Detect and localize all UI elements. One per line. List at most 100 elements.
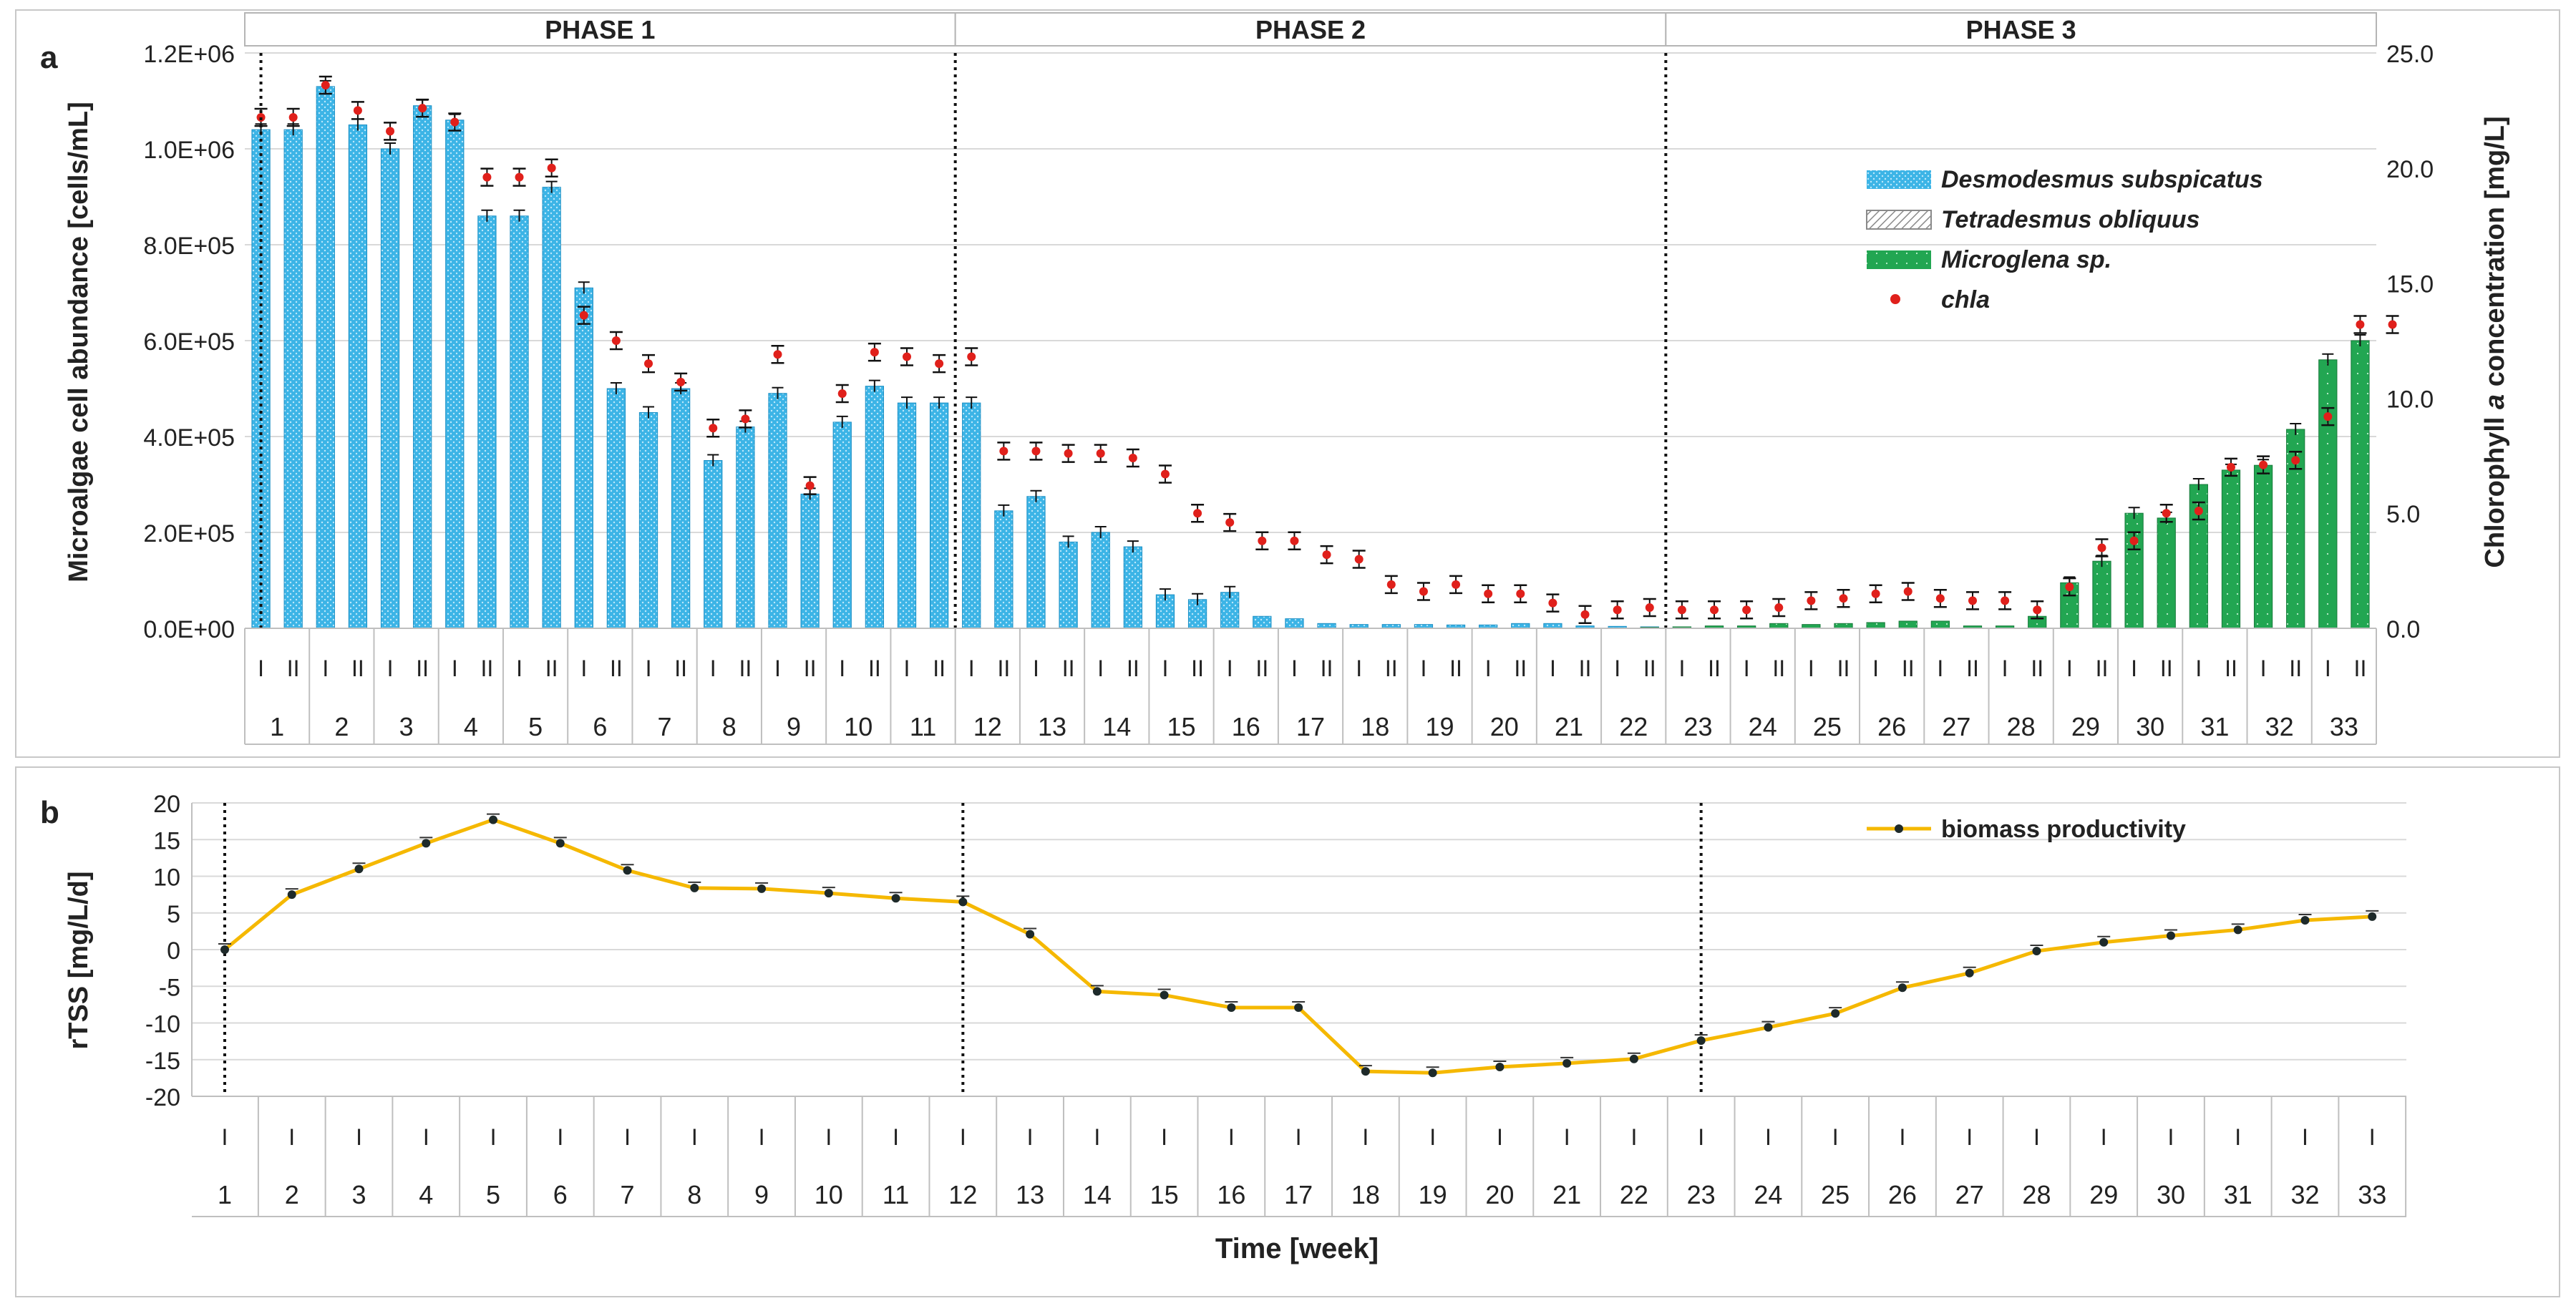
chla-point — [2291, 456, 2300, 465]
sub-label-II: II — [1385, 656, 1398, 681]
panel-b-series-line — [218, 813, 2379, 1078]
chla-point — [1484, 589, 1493, 598]
bar-desmodesmus — [994, 510, 1014, 629]
chla-point — [2162, 509, 2171, 518]
week-label-b: 9 — [754, 1180, 769, 1209]
week-label-b: 18 — [1351, 1180, 1380, 1209]
legend-swatch-1 — [1867, 170, 1931, 189]
sub-label-b: I — [893, 1124, 899, 1150]
chla-point — [1807, 596, 1816, 605]
week-label-b: 1 — [218, 1180, 232, 1209]
sub-label-b: I — [222, 1124, 228, 1150]
week-label-a: 23 — [1683, 712, 1712, 741]
chla-point — [644, 359, 653, 369]
bar-desmodesmus — [671, 388, 691, 629]
sub-label-II: II — [287, 656, 300, 681]
sub-label-II: II — [2225, 656, 2237, 681]
sub-label-I: I — [452, 656, 458, 681]
week-label-b: 31 — [2224, 1180, 2252, 1209]
sub-label-b: I — [1497, 1124, 1503, 1150]
chla-point — [999, 447, 1008, 456]
week-label-b: 6 — [553, 1180, 568, 1209]
chla-point — [2001, 596, 2010, 605]
bar-desmodesmus — [768, 393, 787, 629]
week-label-b: 28 — [2022, 1180, 2051, 1209]
y-tick-label-b: -5 — [159, 974, 180, 1001]
y-right-tick-label: 15.0 — [2386, 271, 2434, 298]
chla-point — [935, 359, 944, 369]
week-label-b: 10 — [815, 1180, 843, 1209]
chla-point — [1774, 603, 1784, 613]
sub-label-II: II — [416, 656, 429, 681]
sub-label-I: I — [2002, 656, 2008, 681]
chla-point — [1193, 509, 1202, 518]
sub-label-b: I — [356, 1124, 362, 1150]
y-right-tick-label: 10.0 — [2386, 386, 2434, 413]
week-label-a: 15 — [1167, 712, 1195, 741]
chla-point — [515, 172, 524, 182]
biomass-point — [2300, 916, 2310, 925]
biomass-point — [1092, 987, 1102, 996]
sub-label-I: I — [322, 656, 329, 681]
biomass-point — [220, 945, 229, 954]
biomass-point — [690, 883, 699, 892]
chla-point — [1322, 550, 1331, 560]
legend-swatch-2 — [1866, 210, 1932, 230]
week-label-a: 9 — [787, 712, 801, 741]
chla-point — [1935, 594, 1945, 603]
sub-label-b: I — [2168, 1124, 2174, 1150]
week-label-b: 4 — [419, 1180, 433, 1209]
sub-label-II: II — [1772, 656, 1785, 681]
chla-point — [450, 117, 460, 127]
sub-label-b: I — [1832, 1124, 1839, 1150]
sub-label-II: II — [804, 656, 817, 681]
week-label-b: 11 — [883, 1180, 909, 1209]
bar-desmodesmus — [832, 421, 852, 629]
chla-point — [837, 389, 847, 398]
bar-desmodesmus — [1543, 623, 1562, 629]
panel-a-phase-dividers — [259, 53, 1668, 628]
week-label-b: 17 — [1284, 1180, 1313, 1209]
sub-label-II: II — [481, 656, 494, 681]
sub-label-II: II — [1449, 656, 1462, 681]
week-label-a: 28 — [2007, 712, 2036, 741]
legend-swatch-marker — [1895, 824, 1903, 833]
chla-point — [1645, 603, 1654, 613]
chla-point — [418, 104, 427, 113]
sub-label-II: II — [1643, 656, 1656, 681]
sub-label-I: I — [646, 656, 652, 681]
sub-label-I: I — [1808, 656, 1814, 681]
chla-point — [1710, 605, 1719, 615]
week-label-a: 19 — [1425, 712, 1454, 741]
bar-desmodesmus — [1026, 496, 1046, 629]
sub-label-I: I — [1937, 656, 1943, 681]
y-left-tick-label: 2.0E+05 — [143, 520, 235, 547]
chla-point — [1548, 598, 1557, 608]
sub-label-I: I — [904, 656, 910, 681]
sub-label-II: II — [997, 656, 1010, 681]
bar-desmodesmus — [542, 187, 561, 629]
sub-label-II: II — [1837, 656, 1850, 681]
biomass-point — [1831, 1009, 1840, 1018]
sub-label-I: I — [1678, 656, 1685, 681]
biomass-point — [1160, 990, 1169, 1000]
chla-point — [676, 377, 686, 386]
bar-microglena — [2318, 359, 2338, 629]
y-right-tick-label: 25.0 — [2386, 41, 2434, 68]
sub-label-I: I — [1550, 656, 1556, 681]
biomass-point — [623, 866, 632, 875]
sub-label-b: I — [288, 1124, 295, 1150]
sub-label-I: I — [1162, 656, 1169, 681]
bar-microglena — [2351, 340, 2370, 629]
bar-desmodesmus — [1317, 623, 1336, 629]
bar-desmodesmus — [1123, 546, 1142, 629]
sub-label-b: I — [2033, 1124, 2040, 1150]
bar-microglena — [1930, 620, 1950, 629]
week-label-b: 3 — [351, 1180, 366, 1209]
chla-point — [1516, 589, 1525, 598]
sub-label-b: I — [1228, 1124, 1235, 1150]
sub-label-I: I — [2066, 656, 2073, 681]
week-label-a: 32 — [2265, 712, 2294, 741]
